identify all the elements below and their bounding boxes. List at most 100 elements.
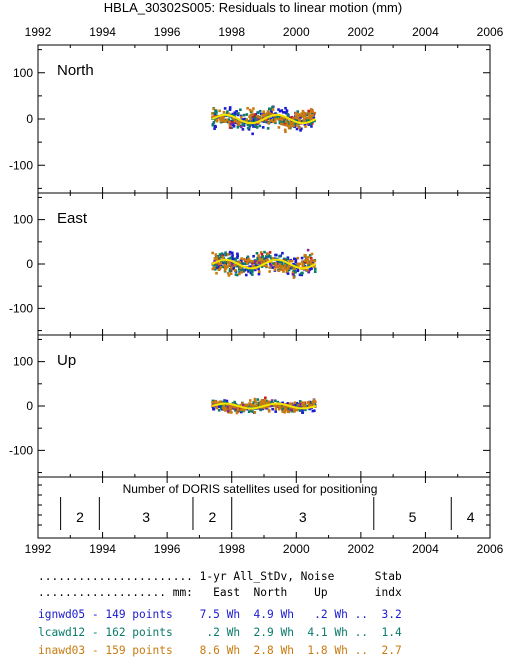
data-point-lcawd12	[251, 410, 255, 413]
data-point-ignwd05	[252, 125, 255, 128]
data-point-inawd03	[252, 265, 256, 268]
data-point-ignwd05	[219, 404, 222, 408]
data-point-lcawd12	[280, 121, 283, 124]
data-point-ignwd05	[217, 116, 220, 119]
data-point-inawd03	[236, 408, 240, 412]
data-point-ignwd05	[236, 252, 239, 256]
data-point-inawd03	[300, 401, 304, 404]
data-point-ignwd05	[285, 109, 289, 112]
data-point-ignwd05	[225, 399, 229, 403]
data-point-inawd03	[218, 109, 221, 113]
data-point-lcawd12	[212, 121, 216, 124]
data-point-inawd03	[240, 270, 243, 274]
data-point-inawd03	[301, 109, 305, 113]
data-point-inawd03	[283, 410, 286, 414]
data-point-inawd03	[309, 108, 313, 111]
data-point-inawd03	[292, 276, 296, 279]
data-point-inawd03	[215, 406, 219, 410]
data-point-inawd03	[277, 126, 281, 129]
data-point-lcawd12	[305, 120, 309, 123]
data-point-inawd03	[283, 264, 287, 267]
data-point-inawd03	[242, 403, 245, 407]
data-point-lcawd12	[264, 120, 267, 123]
data-point-ignwd05	[239, 259, 243, 262]
satellite-count-panel: Number of DORIS satellites used for posi…	[37, 476, 491, 539]
data-point-lcawd12	[287, 268, 291, 272]
data-point-inawd03	[286, 124, 290, 128]
top-x-tick-label: 1994	[89, 25, 116, 39]
data-point-lcawd12	[292, 269, 296, 272]
data-point-inawd03	[259, 117, 263, 120]
data-point-inawd03	[277, 269, 281, 273]
data-point-ignwd05	[283, 111, 287, 114]
bottom-x-tick-label: 1992	[25, 542, 52, 556]
data-point-inawd03	[250, 113, 254, 116]
data-point-inawd03	[269, 263, 273, 267]
data-point-inawd03	[235, 121, 239, 124]
data-point-ignwd05	[307, 269, 311, 273]
data-point-lcawd12	[238, 268, 241, 271]
data-point-lcawd12	[259, 408, 263, 412]
data-point-ignwd05	[254, 122, 258, 126]
data-point-lcawd12	[251, 268, 254, 272]
data-point-inawd03	[306, 258, 309, 262]
data-point-ignwd05	[299, 129, 302, 132]
data-point-inawd03	[284, 407, 287, 411]
data-point-ignwd05	[298, 273, 302, 277]
data-point-inawd03	[298, 126, 301, 129]
data-point-ignwd05	[294, 260, 298, 264]
data-point-inawd03	[224, 265, 227, 268]
data-point-inawd03	[288, 259, 291, 263]
data-point-lcawd12	[254, 119, 257, 123]
data-point-inawd03	[278, 263, 282, 266]
data-point-ignwd05	[255, 119, 259, 123]
data-point-inawd03	[219, 266, 223, 269]
data-point-inawd03	[233, 119, 237, 123]
data-point-lcawd12	[232, 121, 236, 124]
data-point-lcawd12	[247, 119, 250, 123]
data-point-lcawd12	[286, 115, 290, 119]
data-point-inawd03	[274, 262, 278, 265]
data-point-inawd03	[309, 114, 313, 118]
data-point-ignwd05	[223, 107, 227, 110]
data-point-ignwd05	[310, 122, 314, 125]
data-point-inawd03	[307, 404, 311, 408]
data-point-lcawd12	[313, 267, 317, 271]
data-point-ignwd05	[235, 109, 238, 113]
data-point-inawd03	[296, 256, 300, 260]
data-point-ignwd05	[295, 127, 299, 131]
data-point-lcawd12	[248, 123, 251, 126]
residuals-figure: HBLA_30302S005: Residuals to linear moti…	[9, 0, 504, 556]
data-point-inawd03	[277, 117, 280, 121]
data-point-inawd03	[290, 402, 293, 406]
data-point-lcawd12	[221, 265, 225, 268]
data-point-inawd03	[301, 115, 305, 118]
data-point-lcawd12	[213, 267, 217, 271]
data-point-ignwd05	[252, 254, 255, 258]
data-point-inawd03	[253, 260, 257, 263]
data-point-inawd03	[233, 405, 237, 408]
data-point-inawd03	[213, 257, 217, 260]
data-point-inawd03	[305, 256, 308, 260]
data-point-inawd03	[258, 116, 262, 120]
data-point-inawd03	[283, 128, 287, 132]
data-point-inawd03	[263, 399, 267, 402]
y-tick-label: 0	[26, 257, 33, 271]
data-point-inawd03	[314, 400, 317, 404]
data-point-ignwd05	[265, 256, 268, 260]
data-point-ignwd05	[295, 401, 299, 405]
y-tick-label: 100	[13, 213, 33, 227]
data-point-inawd03	[310, 110, 314, 113]
satellite-count-label: 4	[467, 509, 475, 525]
data-point-inawd03	[263, 113, 267, 117]
data-point-inawd03	[233, 263, 237, 267]
data-point-lcawd12	[234, 260, 237, 263]
data-point-inawd03	[298, 118, 301, 122]
data-point-inawd03	[256, 114, 259, 118]
data-point-lcawd12	[236, 125, 240, 129]
data-point-lcawd12	[287, 122, 291, 126]
data-point-lcawd12	[309, 402, 312, 405]
panels: 100 0 -100 North 100 0 -100 East 100 0 -100 Up	[9, 44, 491, 478]
data-point-inawd03	[255, 404, 258, 407]
data-point-lcawd12	[256, 256, 259, 260]
